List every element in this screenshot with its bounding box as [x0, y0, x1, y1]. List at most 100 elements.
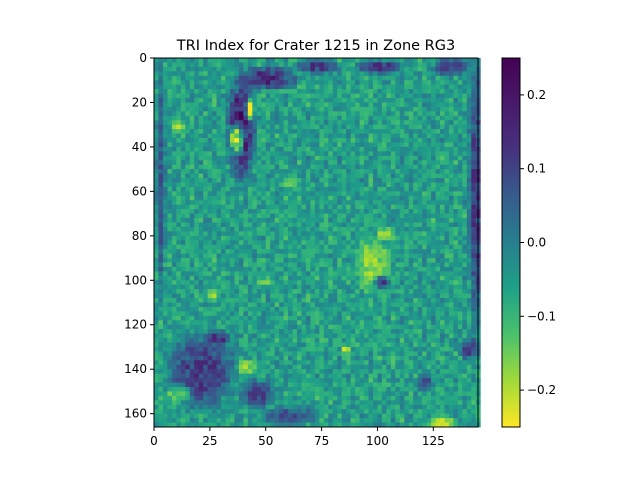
heatmap-cell — [413, 249, 419, 255]
heatmap-cell — [457, 244, 463, 250]
heatmap-cell — [180, 129, 186, 134]
heatmap-cell — [229, 186, 235, 192]
heatmap-cell — [297, 173, 302, 179]
heatmap-cell — [444, 244, 450, 250]
heatmap-cell — [341, 253, 347, 259]
heatmap-cell — [435, 129, 441, 134]
heatmap-cell — [328, 200, 334, 206]
heatmap-cell — [229, 98, 235, 103]
heatmap-cell — [471, 218, 477, 223]
heatmap-cell — [185, 164, 191, 170]
heatmap-cell — [364, 80, 369, 86]
heatmap-cell — [319, 240, 325, 246]
heatmap-cell — [435, 66, 441, 72]
heatmap-cell — [274, 249, 280, 255]
heatmap-cell — [314, 182, 320, 188]
heatmap-cell — [426, 186, 432, 192]
heatmap-cell — [355, 71, 360, 77]
heatmap-cell — [332, 311, 338, 317]
heatmap-cell — [471, 329, 477, 335]
heatmap-cell — [234, 200, 240, 206]
heatmap-cell — [265, 315, 271, 321]
heatmap-cell — [408, 222, 414, 228]
heatmap-cell — [422, 151, 428, 157]
heatmap-cell — [381, 58, 387, 63]
heatmap-cell — [350, 191, 356, 197]
heatmap-cell — [301, 80, 307, 86]
heatmap-cell — [167, 151, 173, 157]
heatmap-cell — [162, 355, 168, 361]
heatmap-cell — [225, 351, 231, 357]
heatmap-cell — [466, 329, 472, 335]
heatmap-cell — [305, 235, 311, 241]
heatmap-cell — [346, 66, 352, 72]
heatmap-cell — [185, 346, 191, 352]
heatmap-cell — [265, 262, 271, 268]
heatmap-cell — [229, 311, 235, 317]
heatmap-cell — [422, 213, 428, 219]
heatmap-cell — [404, 89, 410, 94]
heatmap-cell — [162, 209, 168, 215]
heatmap-cell — [162, 320, 168, 326]
heatmap-cell — [426, 58, 432, 63]
heatmap-cell — [256, 146, 262, 152]
heatmap-cell — [381, 338, 387, 343]
heatmap-cell — [471, 253, 477, 259]
heatmap-cell — [158, 311, 164, 317]
heatmap-cell — [203, 191, 209, 197]
heatmap-cell — [408, 173, 414, 179]
heatmap-cell — [390, 146, 396, 152]
heatmap-cell — [440, 191, 445, 197]
heatmap-cell — [243, 66, 249, 72]
heatmap-cell — [319, 173, 325, 179]
heatmap-cell — [457, 235, 463, 241]
heatmap-cell — [435, 289, 441, 295]
heatmap-cell — [310, 155, 316, 161]
heatmap-cell — [364, 142, 369, 148]
heatmap-cell — [162, 129, 168, 134]
heatmap-cell — [422, 338, 428, 343]
heatmap-cell — [247, 115, 253, 121]
heatmap-cell — [399, 213, 405, 219]
heatmap-cell — [305, 146, 311, 152]
heatmap-cell — [167, 342, 173, 348]
heatmap-cell — [417, 258, 423, 263]
heatmap-cell — [386, 200, 392, 206]
heatmap-cell — [328, 124, 334, 130]
heatmap-cell — [399, 106, 405, 112]
heatmap-cell — [350, 164, 356, 170]
heatmap-cell — [189, 338, 195, 343]
heatmap-cell — [323, 98, 329, 103]
heatmap-cell — [225, 249, 231, 255]
heatmap-cell — [346, 311, 352, 317]
heatmap-cell — [234, 75, 240, 81]
heatmap-cell — [381, 249, 387, 255]
heatmap-cell — [176, 200, 182, 206]
heatmap-cell — [332, 289, 338, 295]
heatmap-cell — [216, 280, 222, 286]
heatmap-cell — [189, 266, 195, 272]
heatmap-cell — [247, 138, 253, 143]
heatmap-cell — [238, 302, 244, 308]
heatmap-cell — [417, 173, 423, 179]
heatmap-cell — [216, 240, 222, 246]
heatmap-cell — [180, 62, 186, 68]
heatmap-cell — [203, 293, 209, 299]
heatmap-cell — [154, 178, 159, 183]
heatmap-cell — [471, 115, 477, 121]
heatmap-cell — [247, 98, 253, 103]
heatmap-cell — [189, 178, 195, 183]
heatmap-cell — [198, 249, 204, 255]
heatmap-cell — [314, 58, 320, 63]
heatmap-cell — [408, 186, 414, 192]
heatmap-cell — [261, 71, 267, 77]
heatmap-cell — [417, 195, 423, 201]
heatmap-cell — [377, 306, 383, 312]
heatmap-cell — [395, 338, 401, 343]
heatmap-cell — [158, 164, 164, 170]
heatmap-cell — [154, 124, 159, 130]
heatmap-cell — [444, 151, 450, 157]
heatmap-cell — [341, 182, 347, 188]
heatmap-cell — [413, 284, 419, 290]
heatmap-cell — [301, 342, 307, 348]
